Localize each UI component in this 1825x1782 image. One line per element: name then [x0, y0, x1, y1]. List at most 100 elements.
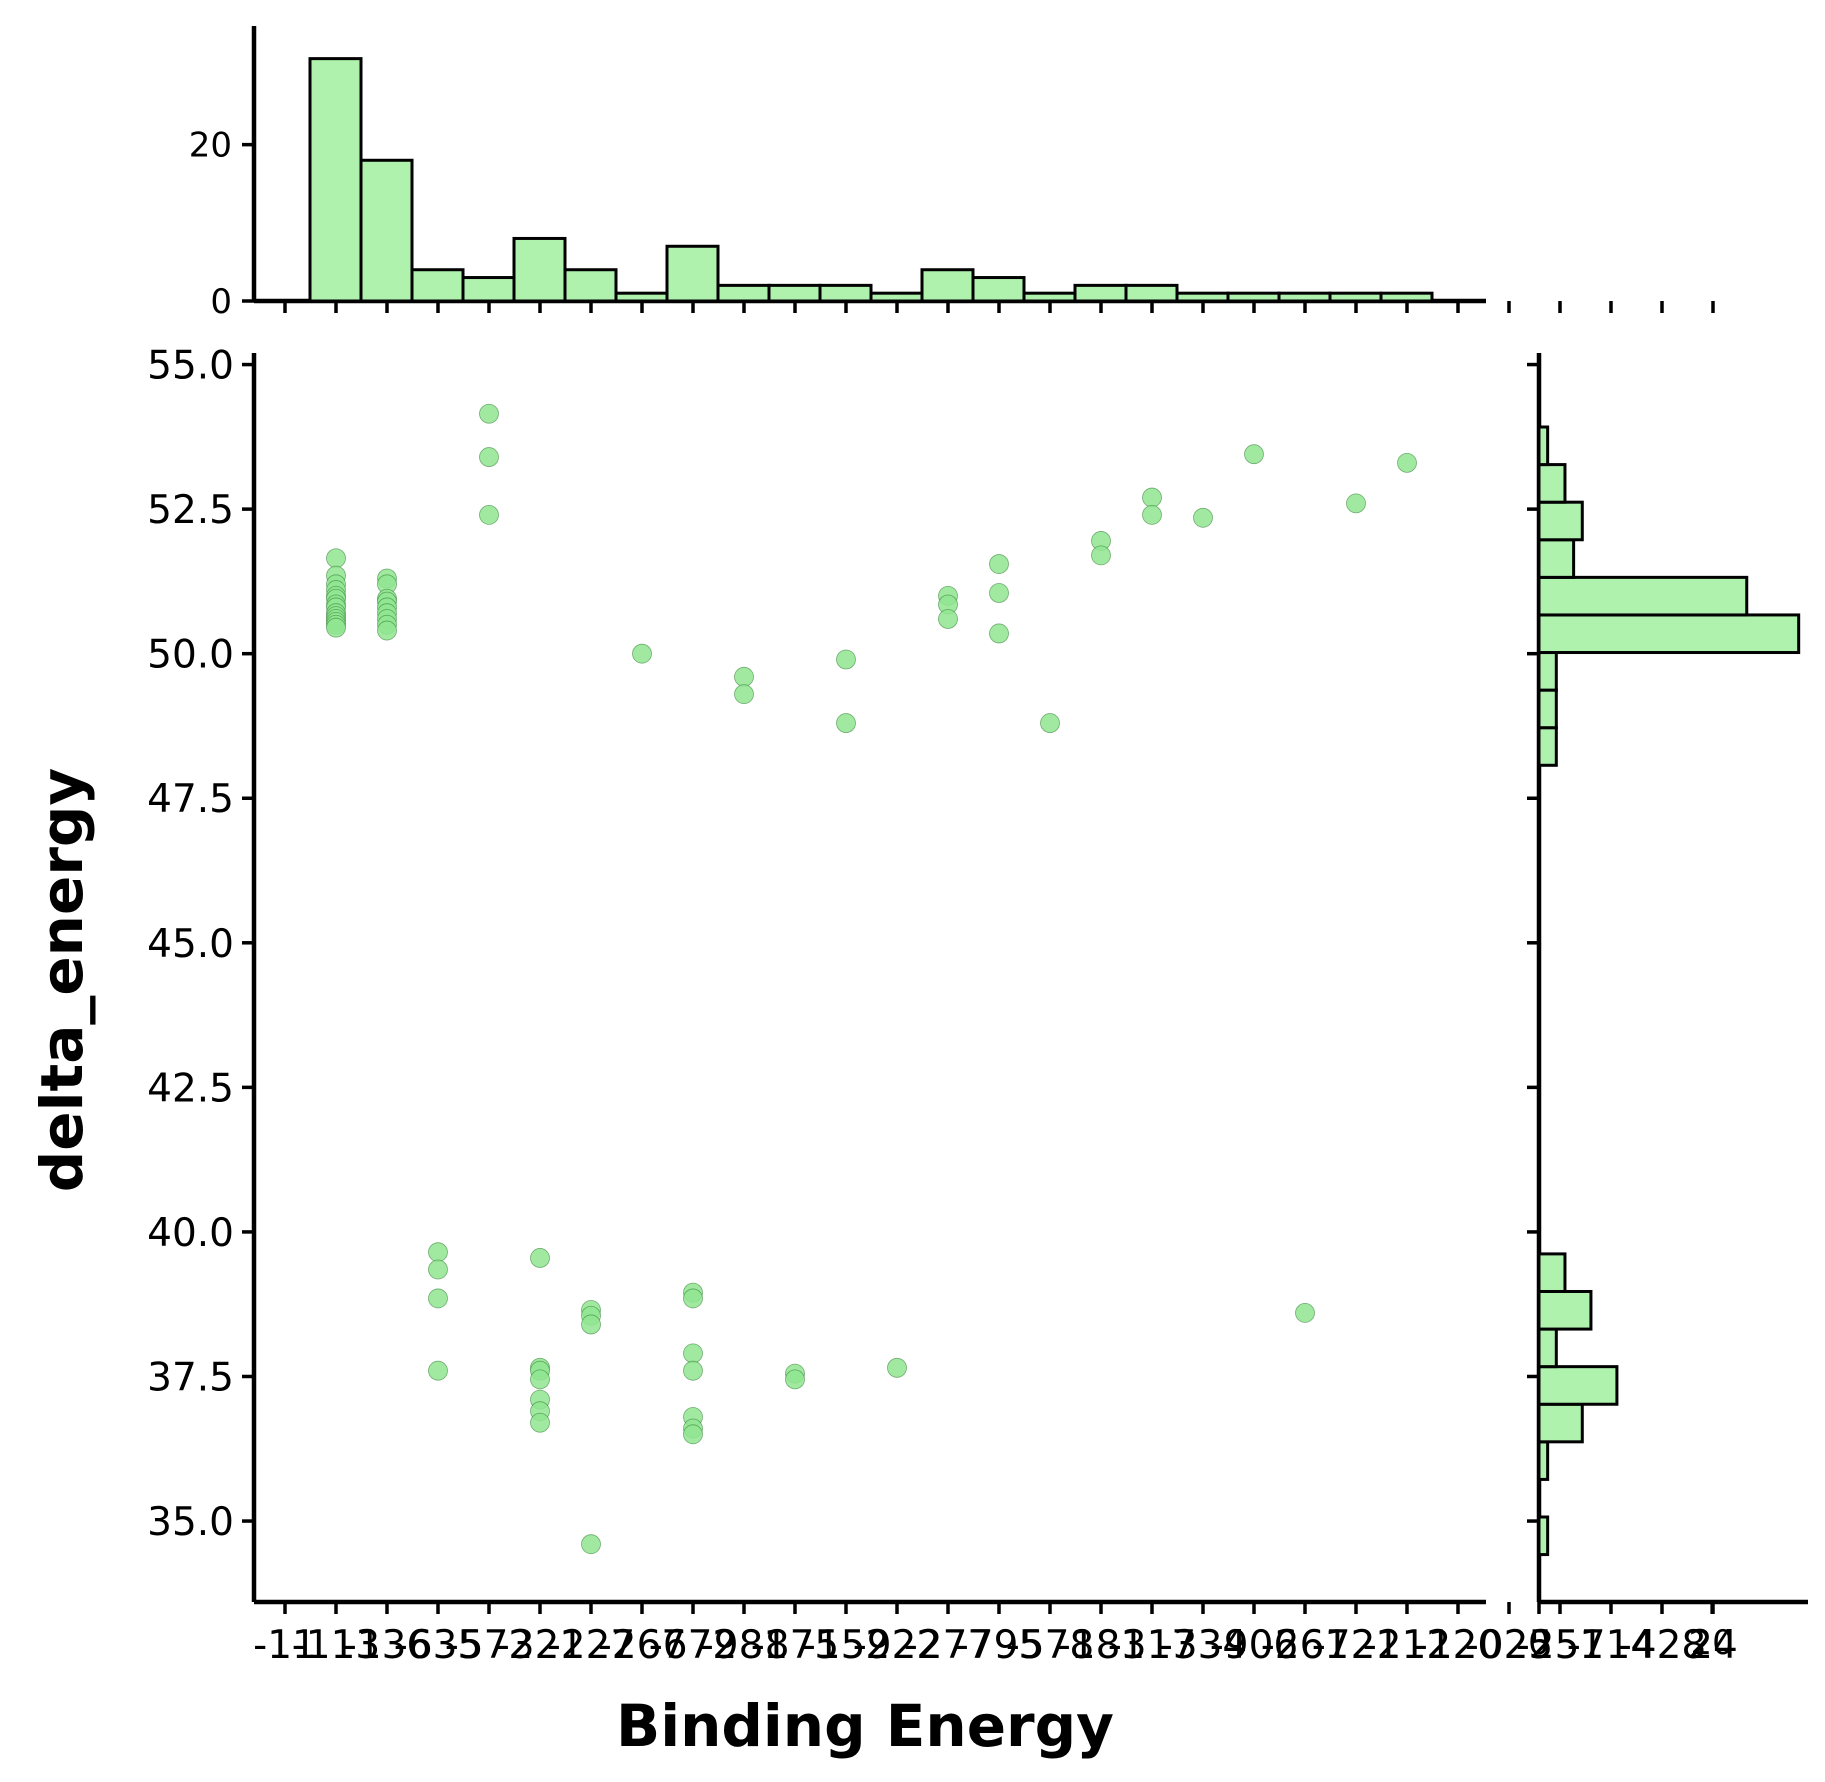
y-tick-label: 50.0 — [147, 633, 234, 678]
x-tick-label: -261 — [1261, 1623, 1350, 1668]
top-hist-bar — [359, 158, 414, 303]
y-tick-label: 42.5 — [147, 1066, 234, 1111]
data-point — [836, 649, 856, 670]
data-point — [428, 1360, 448, 1381]
data-point — [683, 1360, 703, 1381]
right-hist-bar — [1537, 651, 1558, 692]
top-hist-bar — [716, 283, 771, 303]
x-tick-label: -635 — [394, 1623, 483, 1668]
x-tick-label: -136 — [343, 1623, 432, 1668]
data-point — [989, 583, 1009, 603]
x-tick-label: -906 — [1210, 1623, 1299, 1668]
data-point — [1346, 493, 1366, 514]
x-tick-label: -113 — [292, 1623, 381, 1668]
data-point — [428, 1242, 448, 1263]
data-point — [581, 1314, 601, 1335]
top-hist-bar — [1277, 291, 1332, 303]
x-tick-label: -11 — [253, 1623, 317, 1668]
right-hist-bar — [1537, 1365, 1619, 1406]
right-hist-x-tick-label: 20 — [1690, 1623, 1733, 1663]
right-hist-bar — [1537, 1440, 1550, 1481]
top-hist-bar — [1226, 291, 1281, 303]
data-point — [479, 505, 499, 525]
x-tick-label: -672 — [649, 1623, 738, 1668]
x-tick-label: -152 — [802, 1623, 891, 1668]
x-axis-title: Binding Energy — [616, 1692, 1114, 1760]
x-tick-label: -251 — [1516, 1623, 1605, 1668]
data-point — [734, 684, 754, 705]
top-hist-bar — [1073, 283, 1128, 303]
data-point — [1142, 505, 1162, 525]
y-tick-label: 40.0 — [147, 1211, 234, 1256]
top-hist-bar — [971, 276, 1026, 303]
data-point — [836, 713, 856, 733]
data-point — [989, 623, 1009, 644]
right-hist-bar — [1537, 688, 1558, 730]
scatter-panel: 35.037.540.042.545.047.550.052.555.0-11-… — [147, 344, 1738, 1668]
right-marginal-histogram: 0 20 — [1527, 353, 1808, 1663]
right-hist-bar — [1537, 1327, 1558, 1369]
top-hist-bar — [818, 283, 873, 303]
data-point — [326, 617, 346, 638]
data-point — [1091, 545, 1111, 566]
top-hist-y-tick-label: 20 — [189, 126, 232, 166]
data-point — [530, 1369, 550, 1390]
top-hist-bar — [410, 268, 465, 303]
right-hist-bar — [1537, 726, 1558, 767]
x-tick-label: -267 — [598, 1623, 687, 1668]
data-point — [1244, 444, 1264, 465]
right-hist-bar — [1537, 463, 1567, 504]
data-point — [887, 1357, 907, 1378]
x-tick-label: -277 — [904, 1623, 993, 1668]
data-point — [683, 1343, 703, 1364]
x-tick-label: 24 — [1688, 1623, 1738, 1668]
x-tick-label: -578 — [1006, 1623, 1095, 1668]
y-tick-label: 45.0 — [147, 922, 234, 967]
data-point — [530, 1248, 550, 1268]
data-point — [683, 1288, 703, 1309]
top-hist-bar — [461, 276, 516, 303]
x-tick-label: -572 — [445, 1623, 534, 1668]
top-hist-y-tick-label: 0 — [210, 282, 232, 322]
right-hist-bar — [1537, 1289, 1593, 1331]
right-hist-bar — [1537, 500, 1584, 542]
right-hist-bar — [1537, 1402, 1584, 1444]
x-tick-label: -025 — [1465, 1623, 1554, 1668]
top-hist-bar — [308, 57, 363, 303]
x-tick-label: -922 — [853, 1623, 942, 1668]
y-tick-label: 35.0 — [147, 1500, 234, 1545]
x-tick-label: -428 — [1618, 1623, 1707, 1668]
data-point — [734, 666, 754, 687]
right-hist-x-tick-label: 0 — [1528, 1623, 1550, 1663]
x-tick-label: -875 — [751, 1623, 840, 1668]
x-tick-label: -317 — [1108, 1623, 1197, 1668]
top-hist-bar — [1379, 291, 1434, 303]
right-hist-bar — [1537, 538, 1576, 579]
top-hist-bar — [1328, 291, 1383, 303]
top-hist-bar — [563, 268, 618, 303]
data-point — [1193, 507, 1213, 528]
right-hist-bar — [1537, 425, 1550, 467]
data-point — [989, 554, 1009, 574]
data-point — [1295, 1302, 1315, 1323]
x-tick-label: -981 — [700, 1623, 789, 1668]
data-point — [1142, 487, 1162, 508]
data-point — [683, 1424, 703, 1445]
x-tick-label: -334 — [1159, 1623, 1248, 1668]
data-point — [479, 447, 499, 467]
y-tick-label: 37.5 — [147, 1355, 234, 1400]
y-tick-label: 52.5 — [147, 488, 234, 533]
top-hist-bar — [920, 268, 975, 303]
top-hist-bar — [614, 291, 669, 303]
top-hist-bar — [1022, 291, 1077, 303]
top-hist-bar — [767, 283, 822, 303]
right-hist-bar — [1537, 613, 1801, 655]
x-tick-label: -212 — [1363, 1623, 1452, 1668]
top-hist-bar — [512, 236, 567, 303]
y-tick-label: 47.5 — [147, 777, 234, 822]
x-tick-label: -795 — [955, 1623, 1044, 1668]
data-point — [428, 1259, 448, 1280]
top-hist-bar — [869, 291, 924, 303]
data-point — [530, 1412, 550, 1433]
